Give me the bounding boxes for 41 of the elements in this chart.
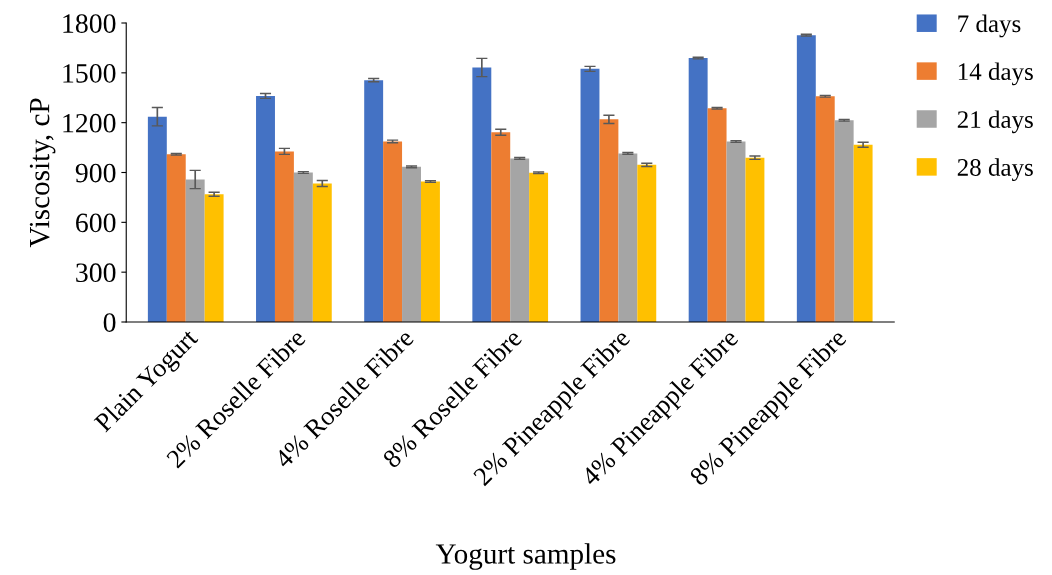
legend-label: 7 days bbox=[958, 14, 1021, 38]
bar bbox=[293, 172, 313, 322]
y-tick-label: 1800 bbox=[63, 14, 116, 33]
legend-label: 28 days bbox=[957, 158, 1033, 182]
bar bbox=[599, 119, 619, 322]
bar bbox=[618, 153, 638, 322]
bar bbox=[402, 166, 421, 322]
legend-label: 14 days bbox=[958, 62, 1033, 86]
bar bbox=[472, 67, 492, 322]
bar bbox=[312, 183, 332, 322]
x-axis-title: Yogurt samples bbox=[435, 543, 616, 570]
bar bbox=[420, 181, 440, 322]
y-tick-label: 1200 bbox=[63, 113, 116, 133]
bar bbox=[688, 58, 708, 322]
bar bbox=[815, 96, 835, 322]
bar bbox=[510, 158, 530, 322]
bar bbox=[364, 80, 384, 322]
bar bbox=[637, 164, 657, 322]
bar bbox=[204, 194, 224, 322]
bar bbox=[834, 120, 854, 322]
bar bbox=[383, 141, 403, 322]
bar bbox=[707, 108, 727, 322]
bar bbox=[147, 116, 167, 322]
bar bbox=[796, 35, 816, 322]
bar bbox=[853, 144, 873, 322]
bar bbox=[274, 151, 294, 322]
bar bbox=[580, 68, 600, 322]
y-tick-label: 600 bbox=[76, 213, 116, 233]
y-tick-label: 0 bbox=[103, 313, 116, 332]
bar bbox=[726, 141, 746, 322]
legend-label: 21 days bbox=[957, 110, 1033, 134]
bar bbox=[256, 95, 275, 322]
bar bbox=[529, 172, 549, 322]
y-tick-label: 300 bbox=[76, 263, 116, 283]
y-tick-label: 1500 bbox=[63, 64, 116, 83]
y-axis-title: Viscosity, cP bbox=[29, 98, 56, 248]
bar bbox=[166, 154, 186, 322]
y-tick-label: 900 bbox=[75, 163, 116, 183]
bar bbox=[745, 157, 765, 322]
bar bbox=[491, 132, 511, 322]
bar bbox=[185, 179, 205, 322]
